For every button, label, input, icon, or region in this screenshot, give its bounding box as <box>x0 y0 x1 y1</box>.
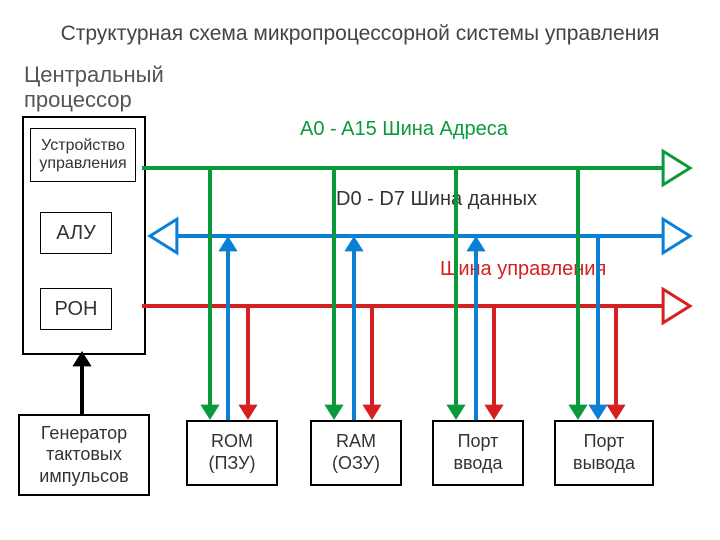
diagram-stage: Структурная схема микропроцессорной сист… <box>0 0 720 540</box>
svg-arrows-layer <box>0 0 720 540</box>
